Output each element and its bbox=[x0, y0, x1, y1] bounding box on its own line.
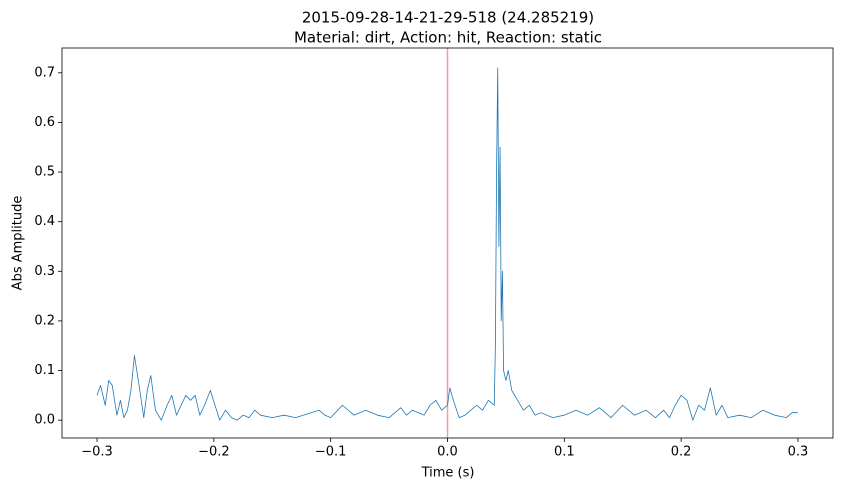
y-tick-label: 0.3 bbox=[34, 264, 55, 279]
y-tick-label: 0.0 bbox=[34, 413, 55, 428]
y-tick-label: 0.5 bbox=[34, 165, 55, 180]
y-tick-label: 0.1 bbox=[34, 363, 55, 378]
x-tick-label: −0.3 bbox=[81, 445, 113, 460]
y-axis-label: Abs Amplitude bbox=[11, 196, 26, 291]
plot-frame bbox=[61, 47, 834, 439]
chart-subtitle: Material: dirt, Action: hit, Reaction: s… bbox=[294, 29, 602, 47]
x-tick-label: −0.1 bbox=[315, 445, 347, 460]
x-tick-label: 0.2 bbox=[671, 445, 692, 460]
y-tick-label: 0.7 bbox=[34, 65, 55, 80]
x-tick-label: 0.3 bbox=[788, 445, 809, 460]
x-tick-label: 0.0 bbox=[437, 445, 458, 460]
y-tick-label: 0.2 bbox=[34, 313, 55, 328]
x-tick-label: 0.1 bbox=[554, 445, 575, 460]
y-tick-label: 0.4 bbox=[34, 214, 55, 229]
x-tick-label: −0.2 bbox=[198, 445, 230, 460]
chart-title: 2015-09-28-14-21-29-518 (24.285219) bbox=[302, 9, 594, 27]
x-axis-label: Time (s) bbox=[421, 466, 475, 481]
data-line bbox=[96, 67, 798, 421]
y-tick-label: 0.6 bbox=[34, 115, 55, 130]
